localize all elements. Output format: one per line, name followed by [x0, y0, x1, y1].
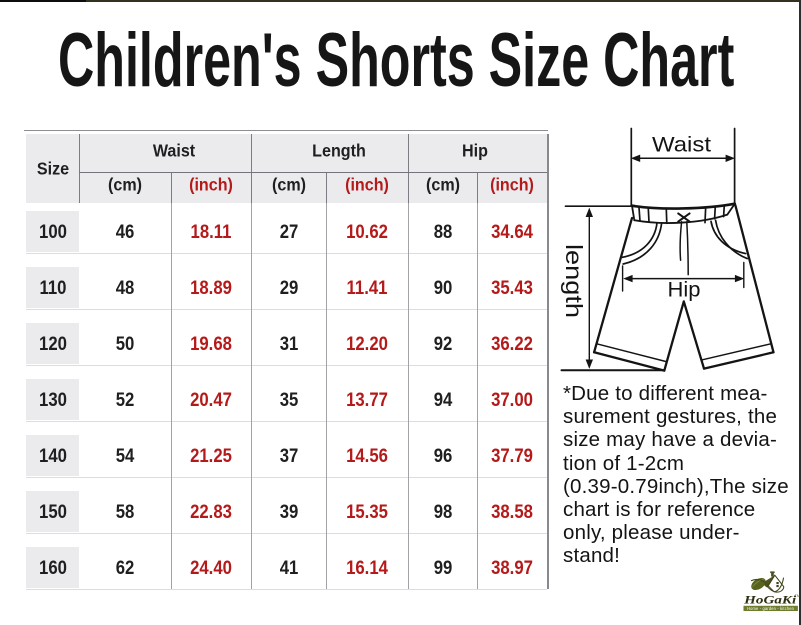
svg-text:Home - garden - kitchen: Home - garden - kitchen [747, 606, 794, 611]
svg-text:TM: TM [795, 594, 800, 598]
svg-text:Waist: Waist [652, 134, 711, 157]
svg-text:Hip: Hip [668, 279, 701, 302]
svg-text:length: length [561, 244, 587, 318]
svg-text:HoGaKi: HoGaKi [743, 592, 797, 606]
